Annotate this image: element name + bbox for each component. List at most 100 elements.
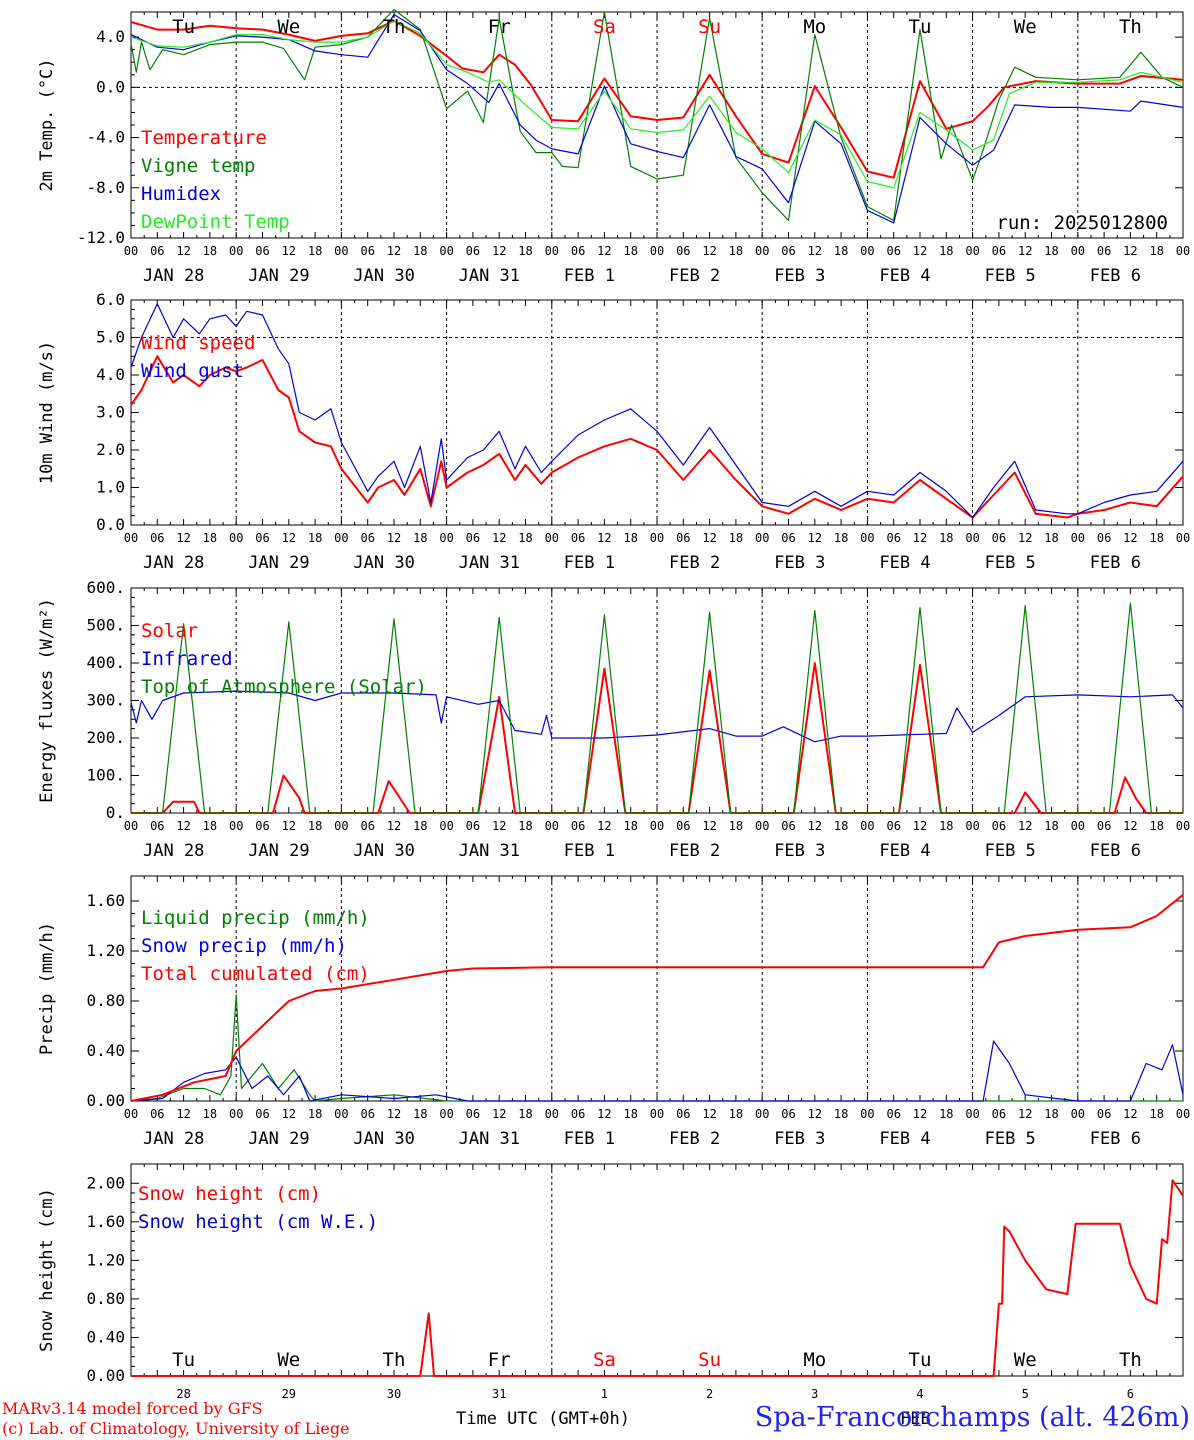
hour-tick-label: 00 bbox=[229, 1107, 243, 1121]
legend-entry: Humidex bbox=[141, 183, 221, 205]
hour-tick-label: 06 bbox=[1097, 1107, 1111, 1121]
panel-4: 1.60 1.20 0.80 0.40 0.00 Precip (mm/h) 00 06 12 1… bbox=[37, 875, 1190, 1149]
date-label: JAN 30 bbox=[353, 841, 414, 861]
y-axis-label: 2m Temp. (°C) bbox=[37, 58, 57, 191]
hour-tick-label: 18 bbox=[308, 531, 322, 545]
hour-tick-label: 18 bbox=[518, 531, 532, 545]
hour-tick-label: 06 bbox=[676, 531, 690, 545]
date-label: FEB 5 bbox=[985, 841, 1036, 861]
y-tick-label: 200. bbox=[86, 728, 125, 747]
day-number-label: 3 bbox=[811, 1387, 818, 1401]
hour-tick-label: 06 bbox=[571, 819, 585, 833]
hour-tick-label: 18 bbox=[1044, 1107, 1058, 1121]
lab-credit: (c) Lab. of Climatology, University of L… bbox=[2, 1419, 350, 1438]
hour-tick-label: 00 bbox=[755, 244, 769, 258]
date-label: FEB 3 bbox=[774, 1129, 825, 1149]
date-label: FEB 4 bbox=[879, 841, 930, 861]
date-label: JAN 28 bbox=[143, 553, 204, 573]
legend-entry: Total cumulated (cm) bbox=[141, 963, 370, 985]
hour-tick-label: 12 bbox=[808, 244, 822, 258]
hour-tick-label: 12 bbox=[597, 244, 611, 258]
hour-tick-label: 00 bbox=[439, 819, 453, 833]
hour-tick-label: 00 bbox=[1071, 819, 1085, 833]
hour-tick-label: 18 bbox=[413, 531, 427, 545]
hour-tick-label: 06 bbox=[886, 1107, 900, 1121]
date-label: FEB 5 bbox=[985, 553, 1036, 573]
hour-tick-label: 00 bbox=[965, 819, 979, 833]
hour-tick-label: 06 bbox=[466, 819, 480, 833]
x-ticks bbox=[130, 300, 1184, 525]
hour-tick-label: 18 bbox=[1044, 531, 1058, 545]
hour-tick-label: 00 bbox=[1176, 531, 1190, 545]
hour-tick-label: 18 bbox=[834, 531, 848, 545]
x-ticks bbox=[130, 588, 1184, 813]
series-top-of-atmosphere-solar- bbox=[131, 602, 1183, 814]
legend-entry: Top of Atmosphere (Solar) bbox=[141, 676, 427, 698]
weekday-label: We bbox=[1014, 1349, 1037, 1371]
weekday-labels-top: Tu We Th Fr Sa Su Mo Tu We Th bbox=[172, 16, 1142, 38]
hour-tick-label: 00 bbox=[860, 819, 874, 833]
hour-tick-label: 18 bbox=[203, 819, 217, 833]
hour-tick-label: 06 bbox=[255, 531, 269, 545]
date-label: FEB 2 bbox=[669, 553, 720, 573]
weekday-label: Fr bbox=[488, 16, 511, 38]
series-dewpoint-temp bbox=[130, 20, 1184, 189]
y-tick-label: 0. bbox=[106, 803, 125, 822]
legend-entry: Snow height (cm W.E.) bbox=[138, 1211, 378, 1233]
hour-tick-label: 06 bbox=[466, 531, 480, 545]
hour-tick-label: 06 bbox=[255, 244, 269, 258]
y-tick-label: 400. bbox=[86, 653, 125, 672]
hour-tick-label: 12 bbox=[702, 531, 716, 545]
date-label: FEB 4 bbox=[879, 266, 930, 286]
hour-tick-label: 00 bbox=[650, 531, 664, 545]
hour-tick-label: 00 bbox=[545, 531, 559, 545]
hour-tick-label: 12 bbox=[1123, 244, 1137, 258]
hour-tick-label: 06 bbox=[992, 1107, 1006, 1121]
hour-tick-label: 12 bbox=[597, 819, 611, 833]
hour-tick-label: 00 bbox=[334, 1107, 348, 1121]
panel-5: 2.00 1.60 1.20 0.80 0.40 0.00 Snow height (cm)… bbox=[37, 1163, 1184, 1385]
series-temperature bbox=[130, 19, 1184, 179]
hour-tick-label: 00 bbox=[1071, 244, 1085, 258]
hour-tick-label: 12 bbox=[492, 819, 506, 833]
hour-tick-label: 12 bbox=[387, 244, 401, 258]
hour-tick-label: 18 bbox=[203, 244, 217, 258]
hour-tick-label: 12 bbox=[176, 531, 190, 545]
month-label: FEB bbox=[900, 1409, 931, 1429]
y-tick-label: -4.0 bbox=[86, 128, 125, 147]
y-tick-label: 500. bbox=[86, 616, 125, 635]
hour-tick-label: 18 bbox=[729, 819, 743, 833]
day-number-label: 4 bbox=[916, 1387, 923, 1401]
hour-tick-label: 00 bbox=[334, 819, 348, 833]
legend-entry: Wind speed bbox=[141, 332, 255, 354]
hour-tick-label: 06 bbox=[1097, 531, 1111, 545]
weekday-label: We bbox=[277, 1349, 300, 1371]
hour-tick-label: 12 bbox=[387, 1107, 401, 1121]
legend-entry: Temperature bbox=[141, 127, 267, 149]
weekday-label: Tu bbox=[909, 1349, 932, 1371]
hour-tick-label: 00 bbox=[545, 1107, 559, 1121]
hour-tick-label: 06 bbox=[150, 244, 164, 258]
hour-tick-label: 06 bbox=[255, 819, 269, 833]
weekday-label: Tu bbox=[172, 1349, 195, 1371]
hour-tick-label: 18 bbox=[1149, 819, 1163, 833]
x-ticks bbox=[130, 1164, 1184, 1376]
hour-tick-label: 06 bbox=[150, 531, 164, 545]
date-label: JAN 29 bbox=[248, 1129, 309, 1149]
hour-tick-label: 12 bbox=[808, 531, 822, 545]
hour-tick-label: 00 bbox=[650, 819, 664, 833]
hour-tick-label: 18 bbox=[939, 819, 953, 833]
hour-tick-label: 18 bbox=[834, 1107, 848, 1121]
hour-tick-label: 12 bbox=[176, 819, 190, 833]
series-infrared bbox=[130, 690, 1184, 743]
hour-tick-label: 12 bbox=[1018, 531, 1032, 545]
hour-tick-label: 00 bbox=[439, 1107, 453, 1121]
hour-tick-label: 12 bbox=[1018, 244, 1032, 258]
date-label: JAN 28 bbox=[143, 266, 204, 286]
series-wind-gust bbox=[130, 303, 1184, 519]
hour-tick-label: 18 bbox=[834, 819, 848, 833]
hour-tick-label: 12 bbox=[1123, 531, 1137, 545]
hour-tick-label: 18 bbox=[518, 244, 532, 258]
hour-tick-label: 00 bbox=[229, 244, 243, 258]
y-tick-label: 100. bbox=[86, 766, 125, 785]
